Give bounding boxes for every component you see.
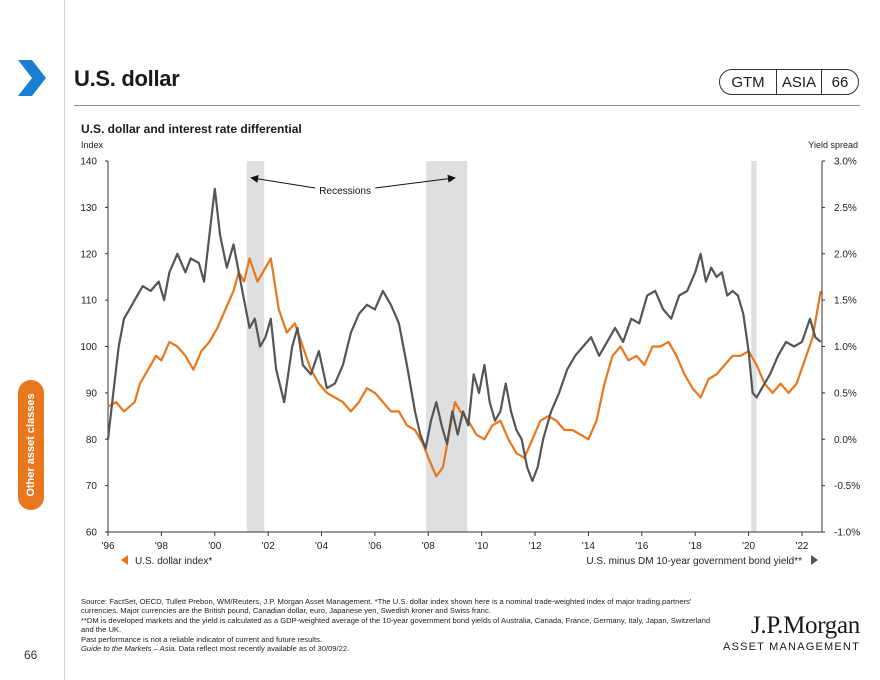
badge-gtm: GTM bbox=[720, 70, 777, 94]
disclaimer: Past performance is not a reliable indic… bbox=[81, 634, 323, 644]
page-title: U.S. dollar bbox=[74, 66, 180, 91]
right-tick-label: 0.5% bbox=[834, 388, 857, 399]
x-tick-label: '02 bbox=[262, 541, 275, 552]
right-tick-label: 2.5% bbox=[834, 203, 857, 214]
legend-right-marker bbox=[811, 555, 818, 565]
recession-band bbox=[751, 161, 757, 532]
right-tick-label: 2.0% bbox=[834, 249, 857, 260]
guide-note: Guide to the Markets – Asia. Data reflec… bbox=[81, 644, 721, 653]
x-tick-label: '22 bbox=[795, 541, 808, 552]
left-tick-label: 70 bbox=[86, 481, 98, 492]
chart-title: U.S. dollar and interest rate differenti… bbox=[81, 122, 302, 136]
recession-annotation: Recessions bbox=[319, 186, 371, 197]
x-tick-label: '10 bbox=[475, 541, 488, 552]
x-tick-label: '00 bbox=[208, 541, 221, 552]
left-tick-label: 90 bbox=[86, 388, 98, 399]
x-tick-label: '20 bbox=[742, 541, 755, 552]
left-tick-label: 140 bbox=[80, 157, 97, 168]
recession-band bbox=[426, 161, 468, 532]
right-axis-label: Yield spread bbox=[808, 140, 858, 150]
left-tick-label: 120 bbox=[80, 249, 97, 260]
jpmorgan-logo: J.P.Morgan ASSET MANAGEMENT bbox=[720, 612, 860, 653]
left-tick-label: 100 bbox=[80, 342, 97, 353]
left-axis-label: Index bbox=[81, 140, 104, 150]
x-tick-label: '06 bbox=[368, 541, 381, 552]
x-tick-label: '14 bbox=[582, 541, 595, 552]
title-divider bbox=[74, 105, 860, 106]
x-tick-label: '98 bbox=[155, 541, 168, 552]
x-tick-label: '96 bbox=[101, 541, 114, 552]
recession-band bbox=[246, 161, 265, 532]
logo-subtitle: ASSET MANAGEMENT bbox=[723, 641, 860, 653]
x-tick-label: '16 bbox=[635, 541, 648, 552]
left-tick-label: 60 bbox=[86, 528, 98, 539]
right-tick-label: -1.0% bbox=[834, 528, 860, 539]
guide-date: Data reflect most recently available as … bbox=[176, 644, 350, 654]
yield-spread-line bbox=[106, 187, 822, 483]
right-tick-label: 1.0% bbox=[834, 342, 857, 353]
dm-note: **DM is developed markets and the yield … bbox=[81, 615, 711, 635]
x-tick-label: '08 bbox=[422, 541, 435, 552]
logo-wordmark: J.P.Morgan bbox=[750, 612, 860, 639]
guide-title: Guide to the Markets – Asia. bbox=[81, 644, 177, 654]
badge-region: ASIA bbox=[777, 70, 822, 94]
gtm-badge: GTM ASIA 66 bbox=[719, 69, 859, 95]
section-tab[interactable]: Other asset classes bbox=[18, 380, 44, 510]
right-tick-label: -0.5% bbox=[834, 481, 860, 492]
x-tick-label: '04 bbox=[315, 541, 328, 552]
legend-left-label: U.S. dollar index* bbox=[135, 556, 212, 567]
left-tick-label: 110 bbox=[81, 296, 97, 307]
x-tick-label: '18 bbox=[689, 541, 702, 552]
right-tick-label: 3.0% bbox=[834, 157, 857, 168]
right-tick-label: 0.0% bbox=[834, 435, 857, 446]
page-number: 66 bbox=[24, 648, 38, 662]
source-text: Source: FactSet, OECD, Tullett Prebon, W… bbox=[81, 597, 692, 616]
legend-right-label: U.S. minus DM 10-year government bond yi… bbox=[586, 556, 802, 567]
annotation-arrow-left bbox=[250, 174, 316, 189]
legend-left-marker bbox=[121, 555, 128, 565]
right-tick-label: 1.5% bbox=[834, 296, 857, 307]
chevron-right-icon[interactable] bbox=[14, 58, 48, 98]
annotation-arrow-right bbox=[375, 174, 456, 189]
left-tick-label: 130 bbox=[80, 203, 97, 214]
left-tick-label: 80 bbox=[86, 435, 98, 446]
source-notes: Source: FactSet, OECD, Tullett Prebon, W… bbox=[81, 597, 721, 653]
sidebar-divider bbox=[64, 0, 65, 680]
badge-number: 66 bbox=[831, 73, 849, 91]
x-tick-label: '12 bbox=[529, 541, 542, 552]
usd-index-line bbox=[107, 257, 822, 478]
chart: Index Yield spread 140 130 120 110 100 90 80 70 60… bbox=[80, 140, 860, 567]
